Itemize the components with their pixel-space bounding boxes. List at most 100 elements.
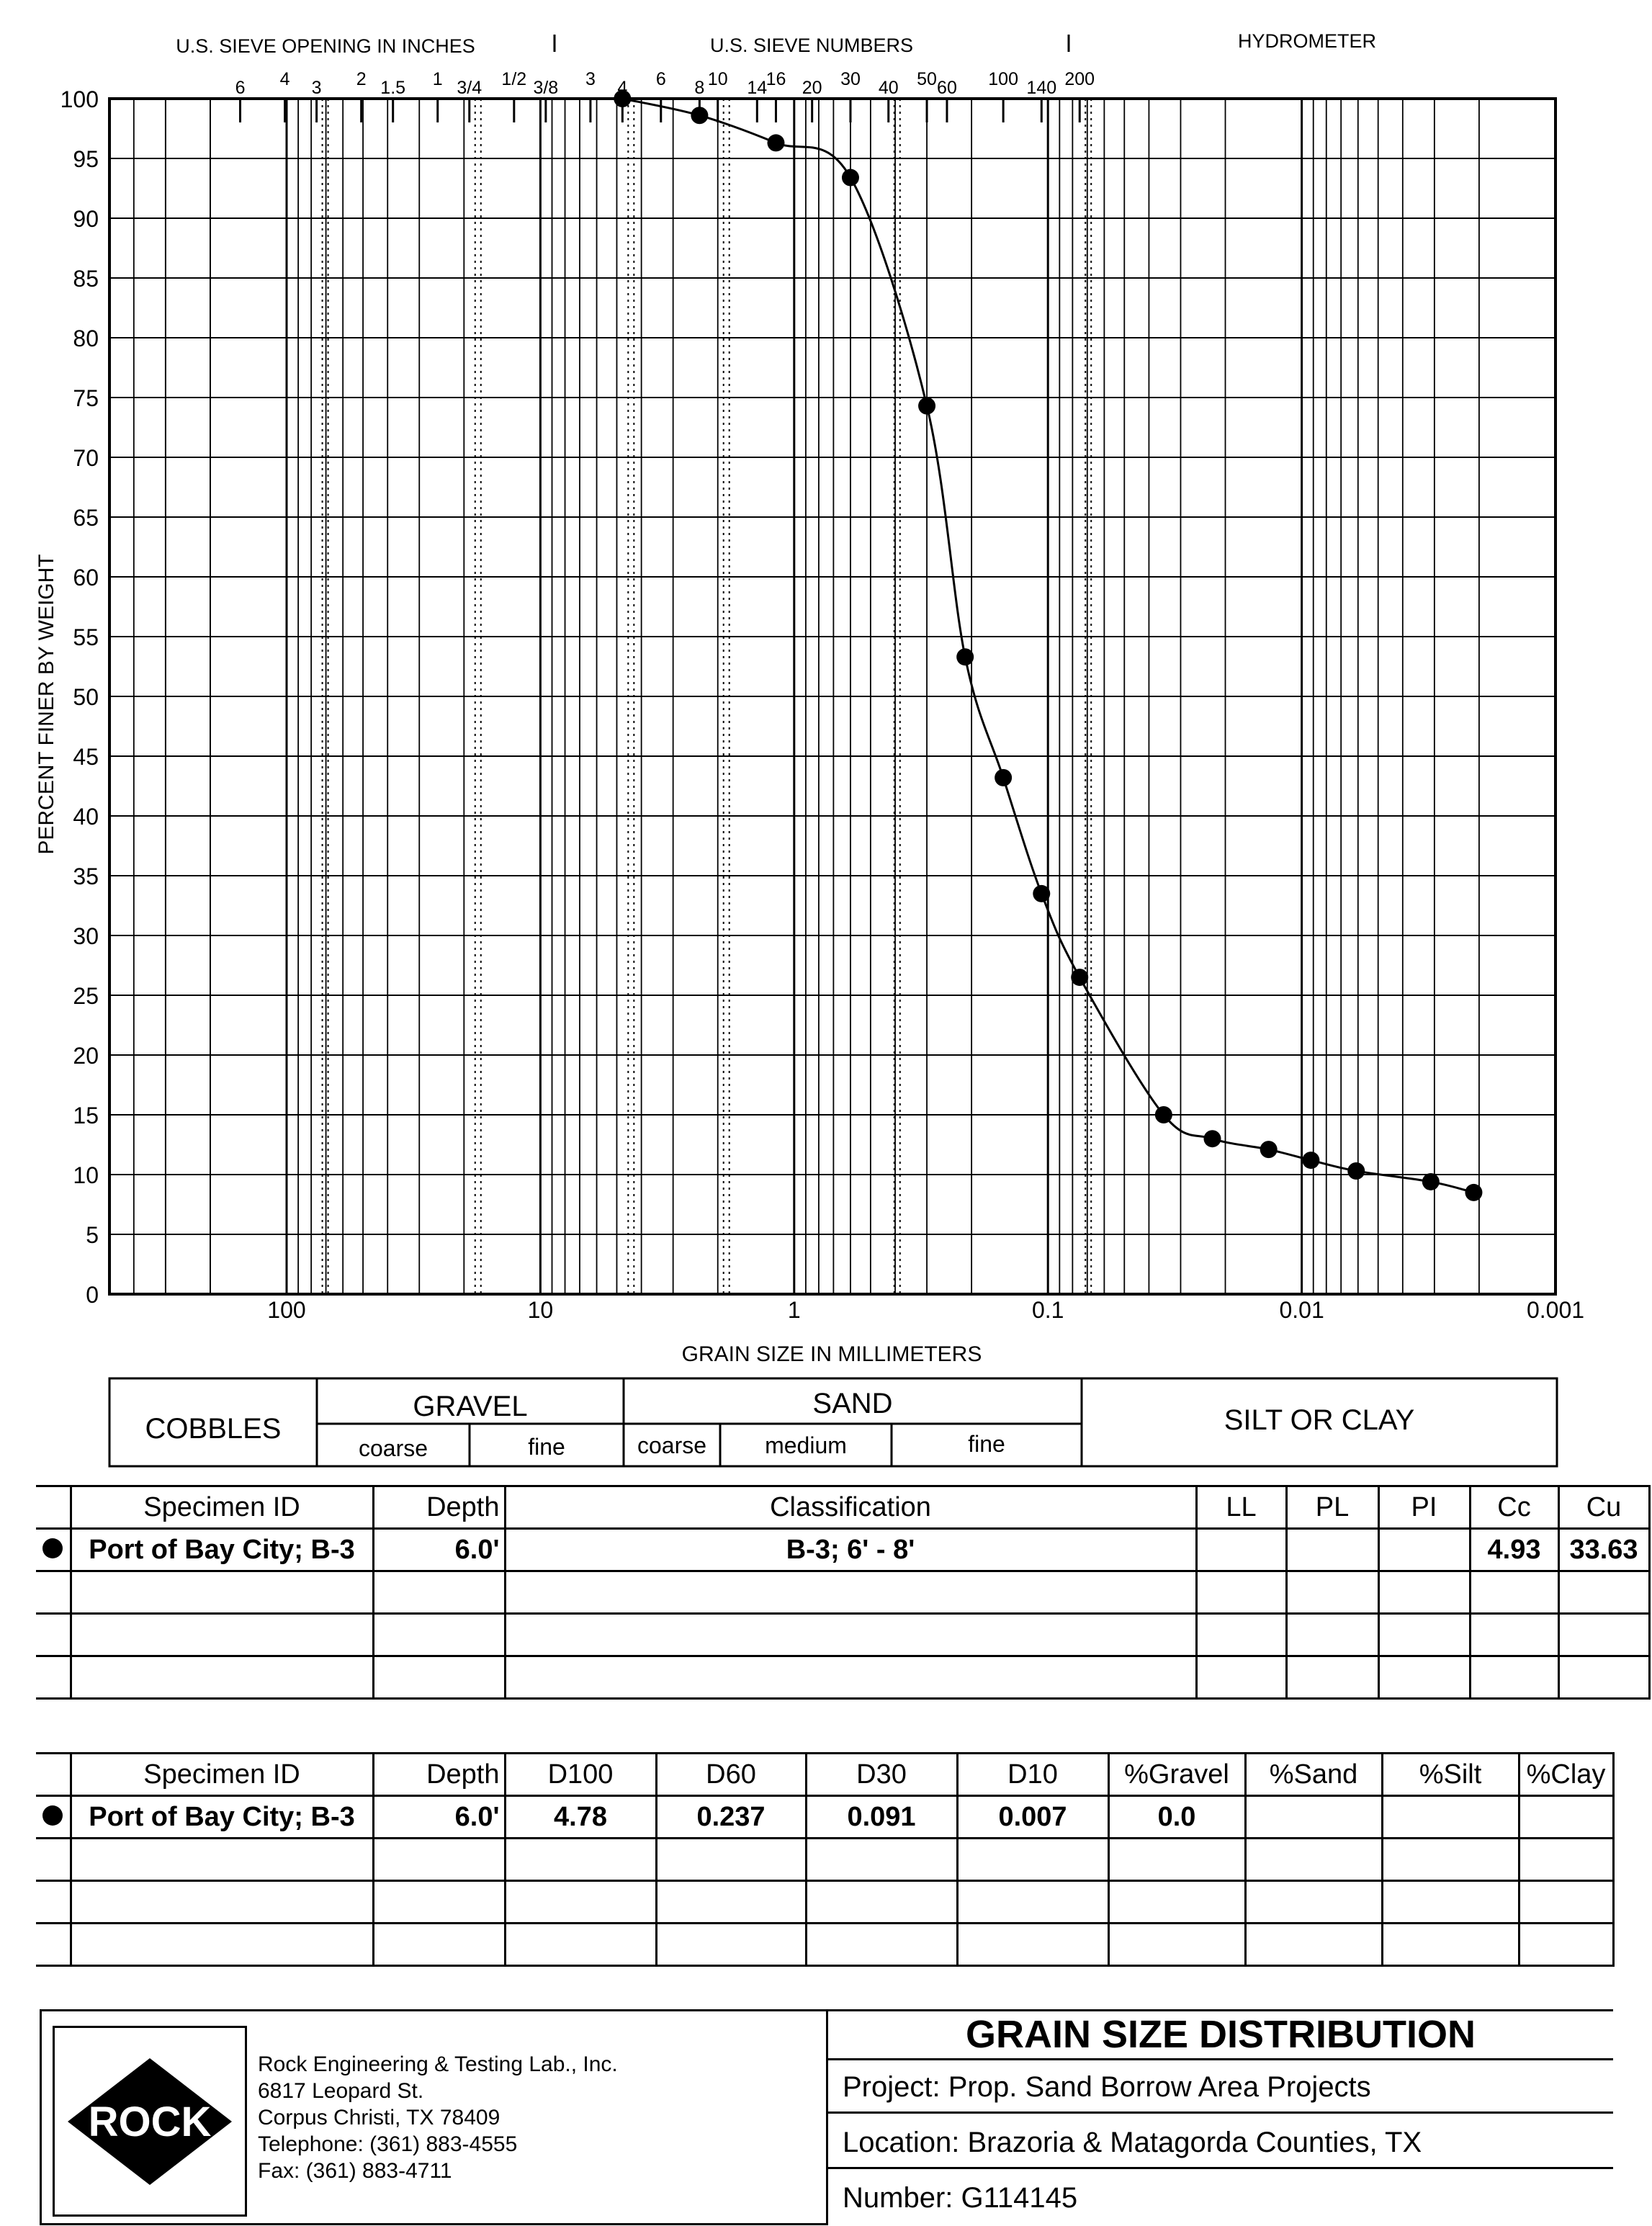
y-tick-label: 85 [73,266,99,292]
data-point [614,90,632,107]
data-point [1347,1162,1365,1180]
table-row: Port of Bay City; B-3 6.0' 4.78 0.237 0.… [36,1795,1615,1839]
specimen-id: Port of Bay City; B-3 [69,1527,374,1572]
pl [1285,1527,1380,1572]
sieve-numbers-header: U.S. SIEVE NUMBERS [710,35,913,56]
col-header: Cc [1468,1485,1560,1530]
soil-classification-band: COBBLES GRAVEL SAND SILT OR CLAY coarse … [108,1377,1558,1468]
data-point [1465,1183,1483,1201]
data-point [1260,1141,1278,1159]
y-tick-label: 20 [73,1043,99,1069]
col-header: %Silt [1381,1752,1520,1797]
company-logo: ROCK [53,2026,247,2217]
data-point [1154,1106,1172,1123]
y-tick-label: 100 [60,86,99,112]
sand-label: SAND [812,1388,892,1419]
sieve-tick-label: 6 [656,69,666,89]
x-tick-labels: 100 10 1 0.1 0.01 0.001 [267,1297,1584,1323]
company-address-line2: Corpus Christi, TX 78409 [258,2106,500,2129]
gradation-table: Specimen ID Depth D100 D60 D30 D10 %Grav… [36,1752,1615,1967]
gravel-coarse-label: coarse [359,1435,428,1461]
cobbles-label: COBBLES [145,1413,282,1445]
form-title: GRAIN SIZE DISTRIBUTION [828,2011,1613,2060]
y-tick-label: 80 [73,326,99,351]
logo-text: ROCK [89,2099,212,2145]
company-info: Rock Engineering & Testing Lab., Inc. 68… [258,2051,618,2184]
x-tick-label: 0.001 [1527,1297,1584,1323]
col-header: %Gravel [1107,1752,1247,1797]
col-header: Classification [503,1485,1198,1530]
y-tick-label: 5 [86,1222,99,1248]
project-block: GRAIN SIZE DISTRIBUTION Project: Prop. S… [828,2009,1613,2225]
classification: B-3; 6' - 8' [503,1527,1198,1572]
sieve-inches-header: U.S. SIEVE OPENING IN INCHES [176,35,475,57]
col-header: PI [1377,1485,1471,1530]
company-fax: Fax: (361) 883-4711 [258,2159,452,2183]
col-header: %Clay [1517,1752,1615,1797]
sieve-tick-label: 20 [802,78,822,98]
sieve-tick-label: 3 [312,78,322,98]
plot-frame [108,97,1557,1296]
hydrometer-header: HYDROMETER [1238,30,1376,52]
d60: 0.237 [655,1795,807,1839]
y-tick-label: 75 [73,385,99,411]
x-tick-label: 0.1 [1032,1297,1064,1323]
table-header-row: Specimen ID Depth Classification LL PL P… [36,1485,1651,1530]
table-row-empty [36,1612,1651,1657]
sieve-tick-label: 3 [585,69,596,89]
y-tick-label: 65 [73,505,99,531]
sieve-tick-label: 50 [917,69,937,89]
data-point [1422,1172,1440,1190]
project-field: Project: Prop. Sand Borrow Area Projects [828,2060,1613,2114]
y-axis-label: PERCENT FINER BY WEIGHT [35,554,58,854]
table-row-empty [36,1655,1651,1700]
sieve-tick-label: 3/4 [457,78,482,98]
sand-fine-label: fine [968,1431,1005,1457]
gravel-fine-label: fine [528,1434,565,1460]
y-tick-label: 45 [73,744,99,770]
pi [1377,1527,1471,1572]
sieve-tick-label: 16 [766,69,786,89]
table-row-empty [36,1837,1615,1882]
d30: 0.091 [804,1795,959,1839]
pct-sand [1244,1795,1383,1839]
col-header: D10 [956,1752,1110,1797]
col-header: Specimen ID [69,1752,374,1797]
x-tick-label: 1 [788,1297,801,1323]
y-tick-label: 40 [73,804,99,830]
x-tick-label: 0.01 [1279,1297,1324,1323]
y-tick-label: 25 [73,983,99,1009]
chart-grid [109,99,1557,1294]
col-header: D60 [655,1752,807,1797]
table-row-empty [36,1570,1651,1615]
data-point [1203,1130,1221,1148]
sieve-tick-label: 40 [879,78,899,98]
d100: 4.78 [503,1795,657,1839]
y-tick-label: 10 [73,1162,99,1188]
y-tick-label: 60 [73,565,99,591]
data-point [841,169,859,187]
sieve-tick-label: 100 [988,69,1018,89]
sieve-tick-label: 4 [280,69,290,89]
y-tick-labels: 0 5 10 15 20 25 30 35 40 45 50 55 60 65 70 75 80 85 90 95 10… [60,86,99,1308]
d10: 0.007 [956,1795,1110,1839]
col-header: D100 [503,1752,657,1797]
sand-medium-label: medium [765,1432,847,1458]
y-tick-label: 50 [73,684,99,710]
sieve-tick-label: 6 [235,78,246,98]
rock-logo-icon: ROCK [68,2058,232,2185]
specimen-marker-icon [42,1538,63,1558]
pct-gravel: 0.0 [1107,1795,1247,1839]
data-point [691,107,709,125]
data-point [995,768,1013,786]
sieve-tick-label: 60 [937,78,957,98]
title-block: ROCK Rock Engineering & Testing Lab., In… [40,2009,1613,2225]
company-block: ROCK Rock Engineering & Testing Lab., In… [40,2009,828,2225]
sieve-tick-label: 1.5 [380,78,405,98]
atterberg-table: Specimen ID Depth Classification LL PL P… [36,1485,1651,1700]
sand-coarse-label: coarse [637,1432,706,1458]
y-tick-label: 55 [73,624,99,650]
col-header: Specimen ID [69,1485,374,1530]
